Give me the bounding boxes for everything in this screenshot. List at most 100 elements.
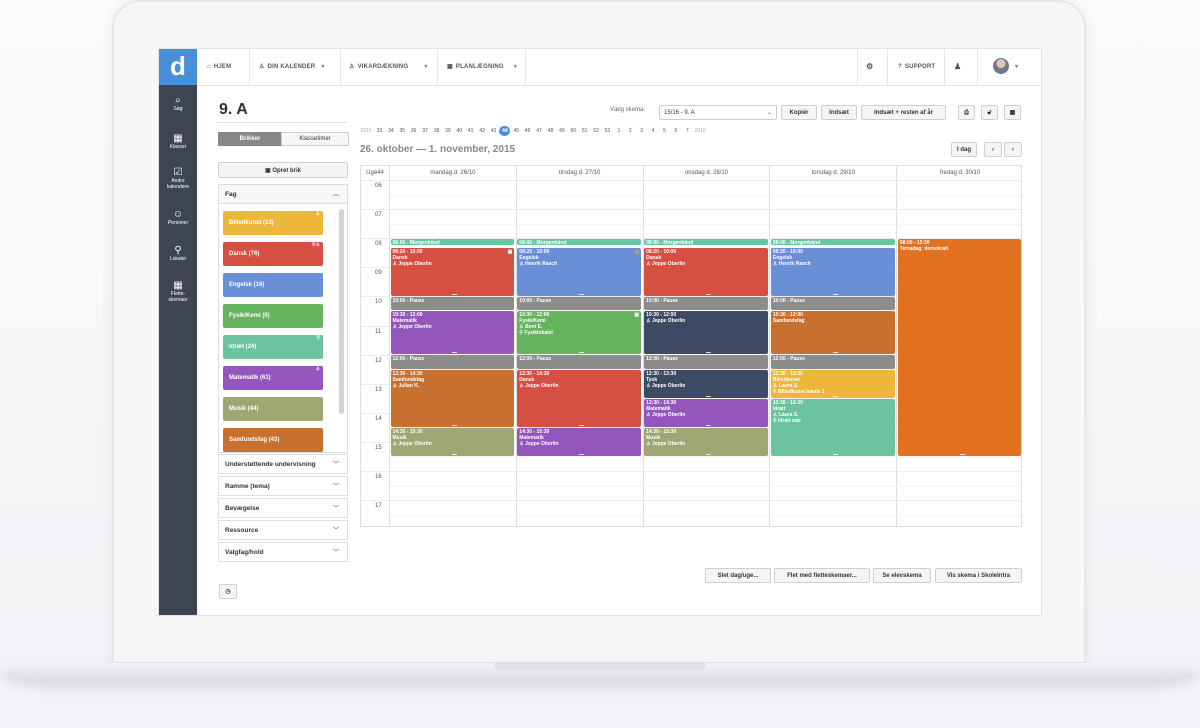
resize-handle[interactable] — [832, 395, 838, 397]
calendar-event[interactable]: 13:30 - 14:30 Matematik ♙ Jeppe Oberlin — [644, 398, 768, 427]
fag-section-header[interactable]: Fag ︿ — [218, 184, 348, 204]
calendar-event[interactable]: 12:30 - 13:30 Billedkunst ♙ Laura S. ⚲ Bill… — [770, 369, 895, 398]
week-link[interactable]: 2016 — [694, 128, 706, 134]
subject-brick[interactable]: Matematik (61) ♙ — [223, 366, 323, 390]
calendar-event[interactable]: 10:00 - Pause — [390, 296, 515, 311]
week-link[interactable]: 44 — [499, 126, 511, 136]
week-link[interactable]: 53 — [604, 128, 611, 134]
subject-brick[interactable]: Fysik/Kemi (6) — [223, 304, 323, 328]
delete-day-week-button[interactable]: Slet dag/uge... — [705, 568, 771, 583]
nav-classes[interactable]: ▦ Klasser — [159, 133, 197, 150]
calendar-event[interactable]: 10:00 - Pause — [770, 296, 895, 311]
week-link[interactable]: 7 — [685, 128, 689, 134]
calendar-event[interactable]: 08:00 - Morgenbånd — [390, 238, 515, 245]
week-link[interactable]: 42 — [479, 128, 485, 134]
resize-handle[interactable] — [579, 424, 585, 426]
calendar-event[interactable]: 14:30 - 15:30 Musik ♙ Jeppe Oberlin — [644, 427, 768, 456]
section-movement[interactable]: Bevægelse ﹀ — [218, 498, 348, 518]
resize-handle[interactable] — [705, 453, 711, 455]
week-link[interactable]: 47 — [536, 128, 542, 134]
calendar-event[interactable]: 10:30 - 12:00 Matematik ♙ Jeppe Oberlin — [390, 311, 515, 355]
resize-handle[interactable] — [452, 352, 458, 354]
resize-handle[interactable] — [579, 293, 585, 295]
top-nav-planning[interactable]: ▦ PLANLÆGNING ▾ — [447, 64, 517, 70]
calendar-event[interactable]: 08:20 - 10:00 Engelsk ♙ Henrik Rasch ⚠ — [517, 248, 642, 296]
week-link[interactable]: 2015 — [360, 128, 372, 134]
user-switch-button[interactable]: ♟ — [954, 49, 961, 85]
calendar-event[interactable]: 12:30 - 14:30 Dansk ♙ Jeppe Oberlin — [517, 369, 642, 427]
calendar-event[interactable]: 14:30 - 15:30 Matematik ♙ Jeppe Oberlin — [517, 427, 642, 456]
calendar-event[interactable]: 08:20 - 10:00 Dansk ♙ Jeppe Oberlin ▣ — [390, 248, 515, 296]
section-frame[interactable]: Ramme (tema) ﹀ — [218, 476, 348, 496]
calendar-event[interactable]: 10:30 - 12:00 ♙ Jeppe Oberlin — [644, 311, 768, 355]
show-in-skoleintra-button[interactable]: Vis skema i SkoleIntra — [935, 568, 1022, 583]
week-link[interactable]: 3 — [640, 128, 644, 134]
week-link[interactable]: 36 — [410, 128, 417, 134]
student-schedule-button[interactable]: Se elevskema — [873, 568, 931, 583]
insert-button[interactable]: Indsæt — [821, 105, 857, 120]
settings-button[interactable]: ⚙ — [866, 49, 873, 85]
subject-brick[interactable]: Dansk (76) ⚲♙ — [223, 242, 323, 266]
subject-brick[interactable]: Samfundsfag (43) — [223, 428, 323, 452]
week-link[interactable]: 41 — [467, 128, 474, 134]
calendar-event[interactable]: 14:30 - 15:30 Musik ♙ Jeppe Oberlin — [390, 427, 515, 456]
week-link[interactable]: 50 — [570, 128, 577, 134]
nav-merge-schedules[interactable]: ▦ Flette-skemaer — [159, 280, 197, 303]
resize-handle[interactable] — [832, 453, 838, 455]
resize-handle[interactable] — [705, 395, 711, 397]
week-link[interactable]: 35 — [399, 128, 406, 134]
history-button[interactable]: ◷ — [219, 584, 237, 599]
next-week-button[interactable]: › — [1004, 142, 1022, 157]
week-link[interactable]: 2 — [628, 128, 632, 134]
week-link[interactable]: 43 — [490, 128, 497, 134]
subject-brick[interactable]: Billedkunst (13) ♙ — [223, 211, 323, 235]
week-link[interactable]: 38 — [433, 128, 440, 134]
prev-week-button[interactable]: ‹ — [984, 142, 1002, 157]
calendar-event[interactable]: 10:30 - 12:00 Samfundsfag — [770, 311, 895, 355]
section-resource[interactable]: Ressource ﹀ — [218, 520, 348, 540]
nav-other-calendars[interactable]: ☑ Andre kalendere — [159, 167, 197, 190]
copy-button[interactable]: Kopiér — [781, 105, 817, 120]
nav-search[interactable]: ⌕ Søg — [159, 95, 197, 112]
resize-handle[interactable] — [452, 424, 458, 426]
week-link[interactable]: 52 — [593, 128, 599, 134]
resize-handle[interactable] — [705, 352, 711, 354]
nav-rooms[interactable]: ⚲ Lokaler — [159, 245, 197, 262]
subject-brick[interactable]: Musik (44) — [223, 397, 323, 421]
calendar-event[interactable]: 12:00 - Pause — [517, 355, 642, 369]
resize-handle[interactable] — [705, 424, 711, 426]
unlock-button[interactable]: 🔓︎ — [981, 105, 998, 120]
week-link[interactable]: 39 — [445, 128, 451, 134]
section-electives[interactable]: Valgfag/hold ﹀ — [218, 542, 348, 562]
resize-handle[interactable] — [452, 453, 458, 455]
resize-handle[interactable] — [579, 453, 585, 455]
nav-persons[interactable]: ☺ Personer — [159, 209, 197, 226]
resize-handle[interactable] — [579, 352, 585, 354]
scrollbar-thumb[interactable] — [339, 209, 344, 414]
week-link[interactable]: 45 — [513, 128, 520, 134]
week-link[interactable]: 5 — [663, 128, 666, 134]
scrollbar[interactable] — [339, 209, 344, 414]
top-nav-substitute[interactable]: ♙ VIKARDÆKNING ▾ — [349, 64, 428, 70]
resize-handle[interactable] — [705, 293, 711, 295]
week-link[interactable]: 46 — [524, 128, 531, 134]
week-link[interactable]: 1 — [617, 128, 621, 134]
tab-bricks[interactable]: Brikker — [218, 132, 282, 146]
week-link[interactable]: 37 — [422, 128, 428, 134]
user-menu[interactable]: ▾ — [993, 49, 1018, 85]
section-supporting[interactable]: Understøttende undervisning ﹀ — [218, 454, 348, 474]
schedule-select[interactable]: 15/16 - 9. A ⌄ — [659, 105, 777, 120]
week-link[interactable]: 33 — [376, 128, 383, 134]
calendar-event[interactable]: 12:00 - Pause — [770, 355, 895, 369]
top-nav-home[interactable]: ⌂ HJEM — [207, 64, 232, 70]
tab-class-hours[interactable]: Klassetimer — [281, 132, 349, 146]
resize-handle[interactable] — [959, 453, 965, 455]
calendar-event[interactable]: 08:00 - Morgenbånd — [770, 238, 895, 245]
create-brick-button[interactable]: ▣ Opret brik — [218, 162, 348, 178]
calendar-event[interactable]: 13:30 - 15:30 Idræt ♙ Laura S. ⚲ Idræt ude — [770, 398, 895, 456]
calendar-event[interactable]: 12:00 - Pause — [644, 355, 768, 369]
calendar-event[interactable]: 12:30 - 14:30 Samfundsfag ♙ Julian K. — [390, 369, 515, 427]
calendar-event[interactable]: 10:00 - Pause — [517, 296, 642, 311]
subject-brick[interactable]: Engelsk (16) — [223, 273, 323, 297]
today-button[interactable]: I dag — [951, 142, 977, 157]
